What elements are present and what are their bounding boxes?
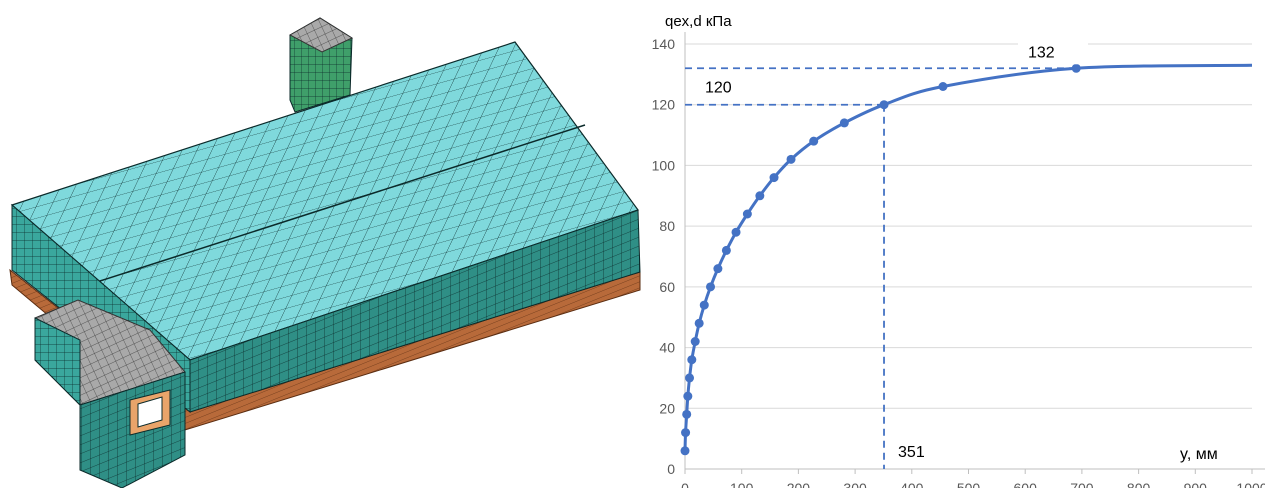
data-point-marker: [685, 373, 695, 383]
data-point-marker: [1071, 63, 1081, 73]
x-tick-label: 600: [1014, 480, 1038, 488]
annotation-label-120: 120: [705, 80, 732, 97]
data-point-marker: [683, 391, 693, 401]
guide-lines: [685, 67, 1077, 469]
annotation-label-351: 351: [898, 444, 925, 461]
x-tick-label: 1000: [1236, 480, 1265, 488]
fem-model-view: [9, 17, 641, 489]
building-mesh-icon: [9, 17, 641, 489]
data-point-marker: [809, 136, 819, 146]
y-tick-label: 120: [652, 97, 676, 113]
x-tick-label: 200: [787, 480, 811, 488]
x-tick-label: 500: [957, 480, 981, 488]
data-point-marker: [721, 245, 731, 255]
y-tick-label: 100: [652, 157, 676, 173]
data-point-marker: [938, 82, 948, 91]
y-tick-label: 0: [667, 461, 675, 477]
data-point-marker: [731, 227, 741, 237]
data-point-marker: [713, 264, 723, 274]
y-tick-label: 60: [659, 279, 675, 295]
data-point-marker: [879, 100, 889, 110]
data-point-marker: [699, 300, 709, 310]
axes: 0 20 40 60 80 100 120 140 0 100 200 300 400 500 600 700…: [652, 20, 1265, 493]
load-settlement-chart: 0 20 40 60 80 100 120 140 0 100 200 300 400 500 600 700…: [640, 0, 1265, 493]
data-point-marker: [786, 154, 796, 164]
data-point-marker: [755, 191, 765, 201]
y-tick-label: 140: [652, 36, 676, 52]
y-tick-label: 20: [659, 400, 675, 416]
x-tick-label: 100: [730, 480, 754, 488]
x-tick-label: 300: [843, 480, 867, 488]
series-line: [683, 63, 1253, 451]
grid-lines: [685, 43, 1252, 409]
x-axis-label: y, мм: [1180, 446, 1218, 463]
annotation-label-132: 132: [1028, 44, 1055, 61]
chart-svg: 0 20 40 60 80 100 120 140 0 100 200 300 400 500 600 700…: [652, 6, 1265, 493]
ylabel-background: [660, 6, 815, 32]
y-axis-label: qex,d кПа: [665, 13, 732, 30]
series-curve: [680, 63, 1253, 456]
data-point-marker: [769, 173, 779, 183]
x-tick-label: 700: [1070, 480, 1094, 488]
annotation-132-background: [1018, 40, 1088, 65]
data-point-marker: [694, 318, 704, 328]
data-point-marker: [682, 409, 692, 419]
x-tick-label: 800: [1127, 480, 1151, 488]
y-tick-label: 40: [659, 340, 675, 356]
data-point-marker: [681, 428, 691, 438]
data-point-marker: [680, 446, 690, 456]
data-point-marker: [839, 118, 849, 128]
x-tick-label: 900: [1184, 480, 1208, 488]
chart-labels: qex,d кПа y, мм 120 132 351: [660, 6, 1218, 463]
data-point-marker: [690, 337, 700, 346]
data-point-marker: [742, 209, 752, 219]
data-point-marker: [687, 355, 697, 365]
x-tick-label: 400: [900, 480, 924, 488]
x-tick-label: 0: [681, 480, 689, 488]
y-tick-label: 80: [659, 218, 675, 234]
data-point-marker: [706, 282, 716, 292]
